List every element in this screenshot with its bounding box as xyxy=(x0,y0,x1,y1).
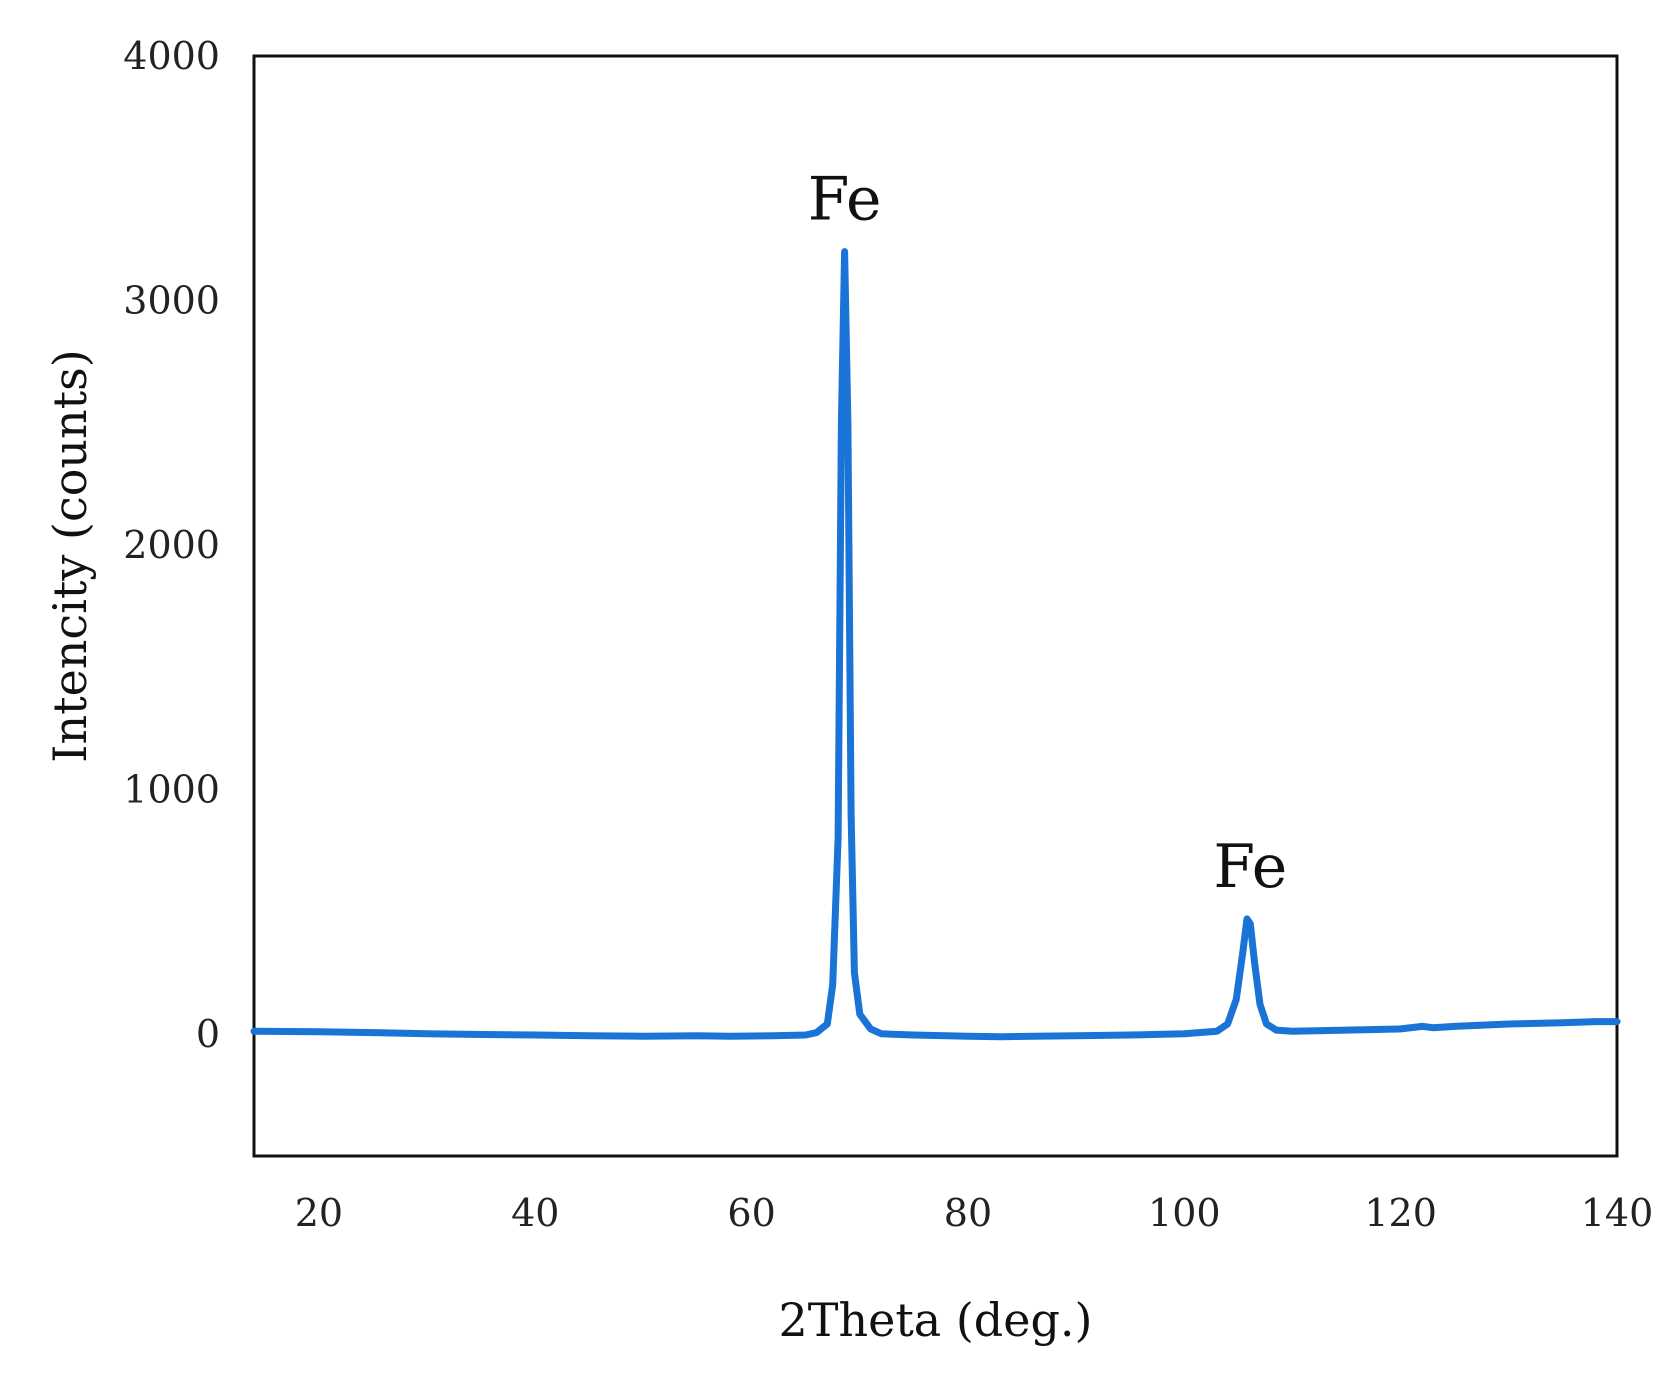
x-tick-label: 120 xyxy=(1364,1191,1437,1235)
y-tick-label: 2000 xyxy=(123,523,220,567)
y-axis-ticks: 0 1000 2000 3000 4000 xyxy=(123,34,220,1056)
peak-annotation: Fe xyxy=(808,165,882,235)
y-tick-label: 1000 xyxy=(123,767,220,811)
y-tick-label: 0 xyxy=(196,1012,220,1056)
annotation-layer: Fe Fe xyxy=(808,165,1288,902)
x-tick-label: 40 xyxy=(511,1191,559,1235)
y-tick-label: 4000 xyxy=(123,34,220,78)
x-axis-ticks: 20 40 60 80 100 120 140 xyxy=(295,1191,1654,1235)
x-tick-label: 20 xyxy=(295,1191,343,1235)
y-tick-label: 3000 xyxy=(123,278,220,322)
x-axis-label: 2Theta (deg.) xyxy=(779,1293,1093,1347)
y-axis-label: Intencity (counts) xyxy=(43,349,97,762)
peak-annotation: Fe xyxy=(1213,832,1287,902)
x-tick-label: 100 xyxy=(1148,1191,1221,1235)
series-layer xyxy=(250,248,1621,1041)
series-line xyxy=(250,248,1621,1041)
x-tick-label: 140 xyxy=(1581,1191,1654,1235)
x-tick-label: 80 xyxy=(944,1191,992,1235)
x-tick-label: 60 xyxy=(727,1191,775,1235)
plot-frame xyxy=(252,54,1619,1158)
